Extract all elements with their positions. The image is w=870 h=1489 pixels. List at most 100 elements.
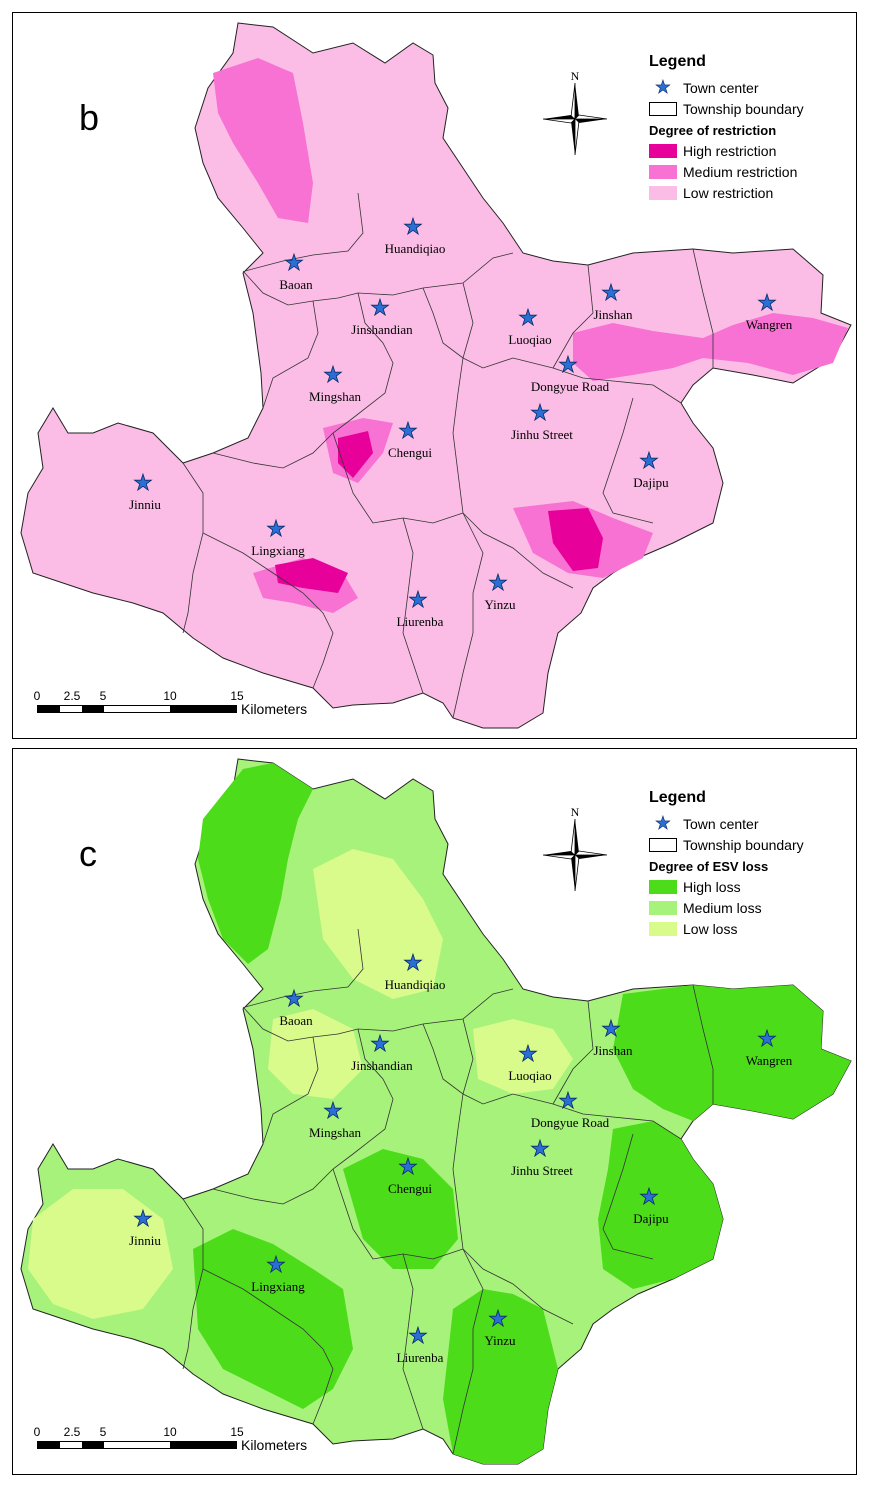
town-label: Mingshan [309, 389, 362, 404]
class-zone [573, 313, 848, 381]
scale-tick: 2.5 [63, 1425, 81, 1439]
restriction-zones [213, 58, 848, 613]
legend-title: Legend [649, 53, 706, 70]
town-star-icon: ★ [323, 1098, 343, 1123]
town-marker: ★ Liurenba [397, 587, 444, 629]
map-legend: Legend ★ Town center Township boundary D… [649, 789, 849, 939]
compass-icon [542, 818, 608, 892]
town-label: Jinhu Street [511, 427, 573, 442]
town-label: Jinshan [594, 1043, 634, 1058]
class-swatch [649, 879, 677, 894]
town-star-icon: ★ [370, 1031, 390, 1056]
township-boundary-line [462, 282, 474, 359]
north-arrow: N [541, 69, 609, 157]
scale-tick: 2.5 [63, 689, 81, 703]
township-boundary-line [552, 264, 594, 369]
map-panel-esv-loss: ★ Huandiqiao ★ Baoan ★ Jinshandian ★ Luoqiao ★ Ji… [12, 748, 857, 1475]
town-star-icon: ★ [518, 1041, 538, 1066]
township-boundary-line [692, 984, 714, 1104]
legend-label: High restriction [683, 142, 777, 159]
legend-label: Township boundary [683, 100, 804, 117]
legend-town-center: ★ Town center [649, 77, 849, 98]
town-label: Jinshan [594, 307, 634, 322]
town-star-icon: ★ [398, 418, 418, 443]
north-arrow: N [541, 805, 609, 893]
town-marker: ★ Mingshan [309, 362, 362, 404]
town-label: Liurenba [397, 614, 444, 629]
town-star-icon: ★ [408, 587, 428, 612]
panel-letter: c [79, 833, 97, 874]
legend-town-center: ★ Town center [649, 813, 849, 834]
class-swatch [649, 164, 677, 179]
legend-class-medium: Medium restriction [649, 161, 849, 182]
town-star-icon: ★ [518, 305, 538, 330]
legend-township-boundary: Township boundary [649, 834, 849, 855]
township-boundary-line [182, 1198, 204, 1370]
legend-label: Medium loss [683, 899, 762, 916]
map-panel-restriction: ★ Huandiqiao ★ Baoan ★ Jinshandian ★ Luoqiao ★ Ji… [12, 12, 857, 739]
star-icon: ★ [654, 77, 672, 98]
town-label: Huandiqiao [385, 241, 446, 256]
legend-class-low: Low restriction [649, 182, 849, 203]
class-swatch [649, 185, 677, 200]
scale-tick: 0 [33, 689, 41, 703]
town-marker: ★ Chengui [388, 418, 432, 460]
town-label: Huandiqiao [385, 977, 446, 992]
town-marker: ★ Luoqiao [508, 305, 551, 347]
town-star-icon: ★ [558, 1088, 578, 1113]
star-icon: ★ [654, 813, 672, 834]
restriction-map: ★ Huandiqiao ★ Baoan ★ Jinshandian ★ Luoqiao ★ Ji… [20, 22, 852, 729]
township-boundaries [182, 928, 714, 1455]
town-label: Dongyue Road [531, 379, 610, 394]
town-marker: ★ Huandiqiao [385, 214, 446, 256]
town-label: Yinzu [484, 597, 516, 612]
township-boundary-line [402, 1253, 424, 1430]
township-boundary-line [332, 1168, 464, 1260]
loss-zones [28, 763, 851, 1464]
town-marker: ★ Lingxiang [251, 1252, 305, 1294]
town-marker: ★ Jinniu [129, 1206, 161, 1248]
township-boundary-line [452, 1248, 484, 1455]
town-star-icon: ★ [133, 1206, 153, 1231]
legend-label: Medium restriction [683, 163, 798, 180]
town-label: Baoan [279, 277, 313, 292]
town-star-icon: ★ [558, 352, 578, 377]
township-boundary-line [602, 397, 654, 524]
town-marker: ★ Huandiqiao [385, 950, 446, 992]
township-boundary-line [262, 1036, 319, 1145]
town-star-icon: ★ [757, 1026, 777, 1051]
town-star-icon: ★ [408, 1323, 428, 1348]
scale-tick: 10 [163, 689, 177, 703]
scale-segments [37, 705, 237, 713]
scale-tick: 15 [230, 1425, 244, 1439]
scale-tick: 10 [163, 1425, 177, 1439]
town-marker: ★ Baoan [279, 250, 313, 292]
town-marker: ★ Mingshan [309, 1098, 362, 1140]
legend-label: Low loss [683, 920, 738, 937]
legend-class-high: High loss [649, 876, 849, 897]
township-boundary-line [452, 512, 484, 719]
township-boundary-line [552, 1000, 594, 1105]
township-boundary-line [262, 300, 319, 409]
scale-tick: 15 [230, 689, 244, 703]
town-label: Baoan [279, 1013, 313, 1028]
class-zone [443, 1289, 558, 1464]
boundary-swatch [649, 101, 677, 116]
legend-class-high: High restriction [649, 140, 849, 161]
town-star-icon: ★ [757, 290, 777, 315]
boundary-swatch [649, 837, 677, 852]
town-label: Chengui [388, 445, 432, 460]
town-marker: ★ Lingxiang [251, 516, 305, 558]
town-label: Lingxiang [251, 1279, 305, 1294]
legend-class-medium: Medium loss [649, 897, 849, 918]
town-label: Dajipu [633, 1211, 669, 1226]
class-zone [193, 1229, 353, 1409]
legend-class-low: Low loss [649, 918, 849, 939]
legend-label: Township boundary [683, 836, 804, 853]
town-star-icon: ★ [601, 1016, 621, 1041]
township-boundary-line [332, 432, 464, 524]
township-boundary-line [422, 1023, 682, 1140]
legend-label: Low restriction [683, 184, 774, 201]
town-marker: ★ Jinshan [594, 280, 634, 322]
scale-unit: Kilometers [241, 701, 308, 717]
